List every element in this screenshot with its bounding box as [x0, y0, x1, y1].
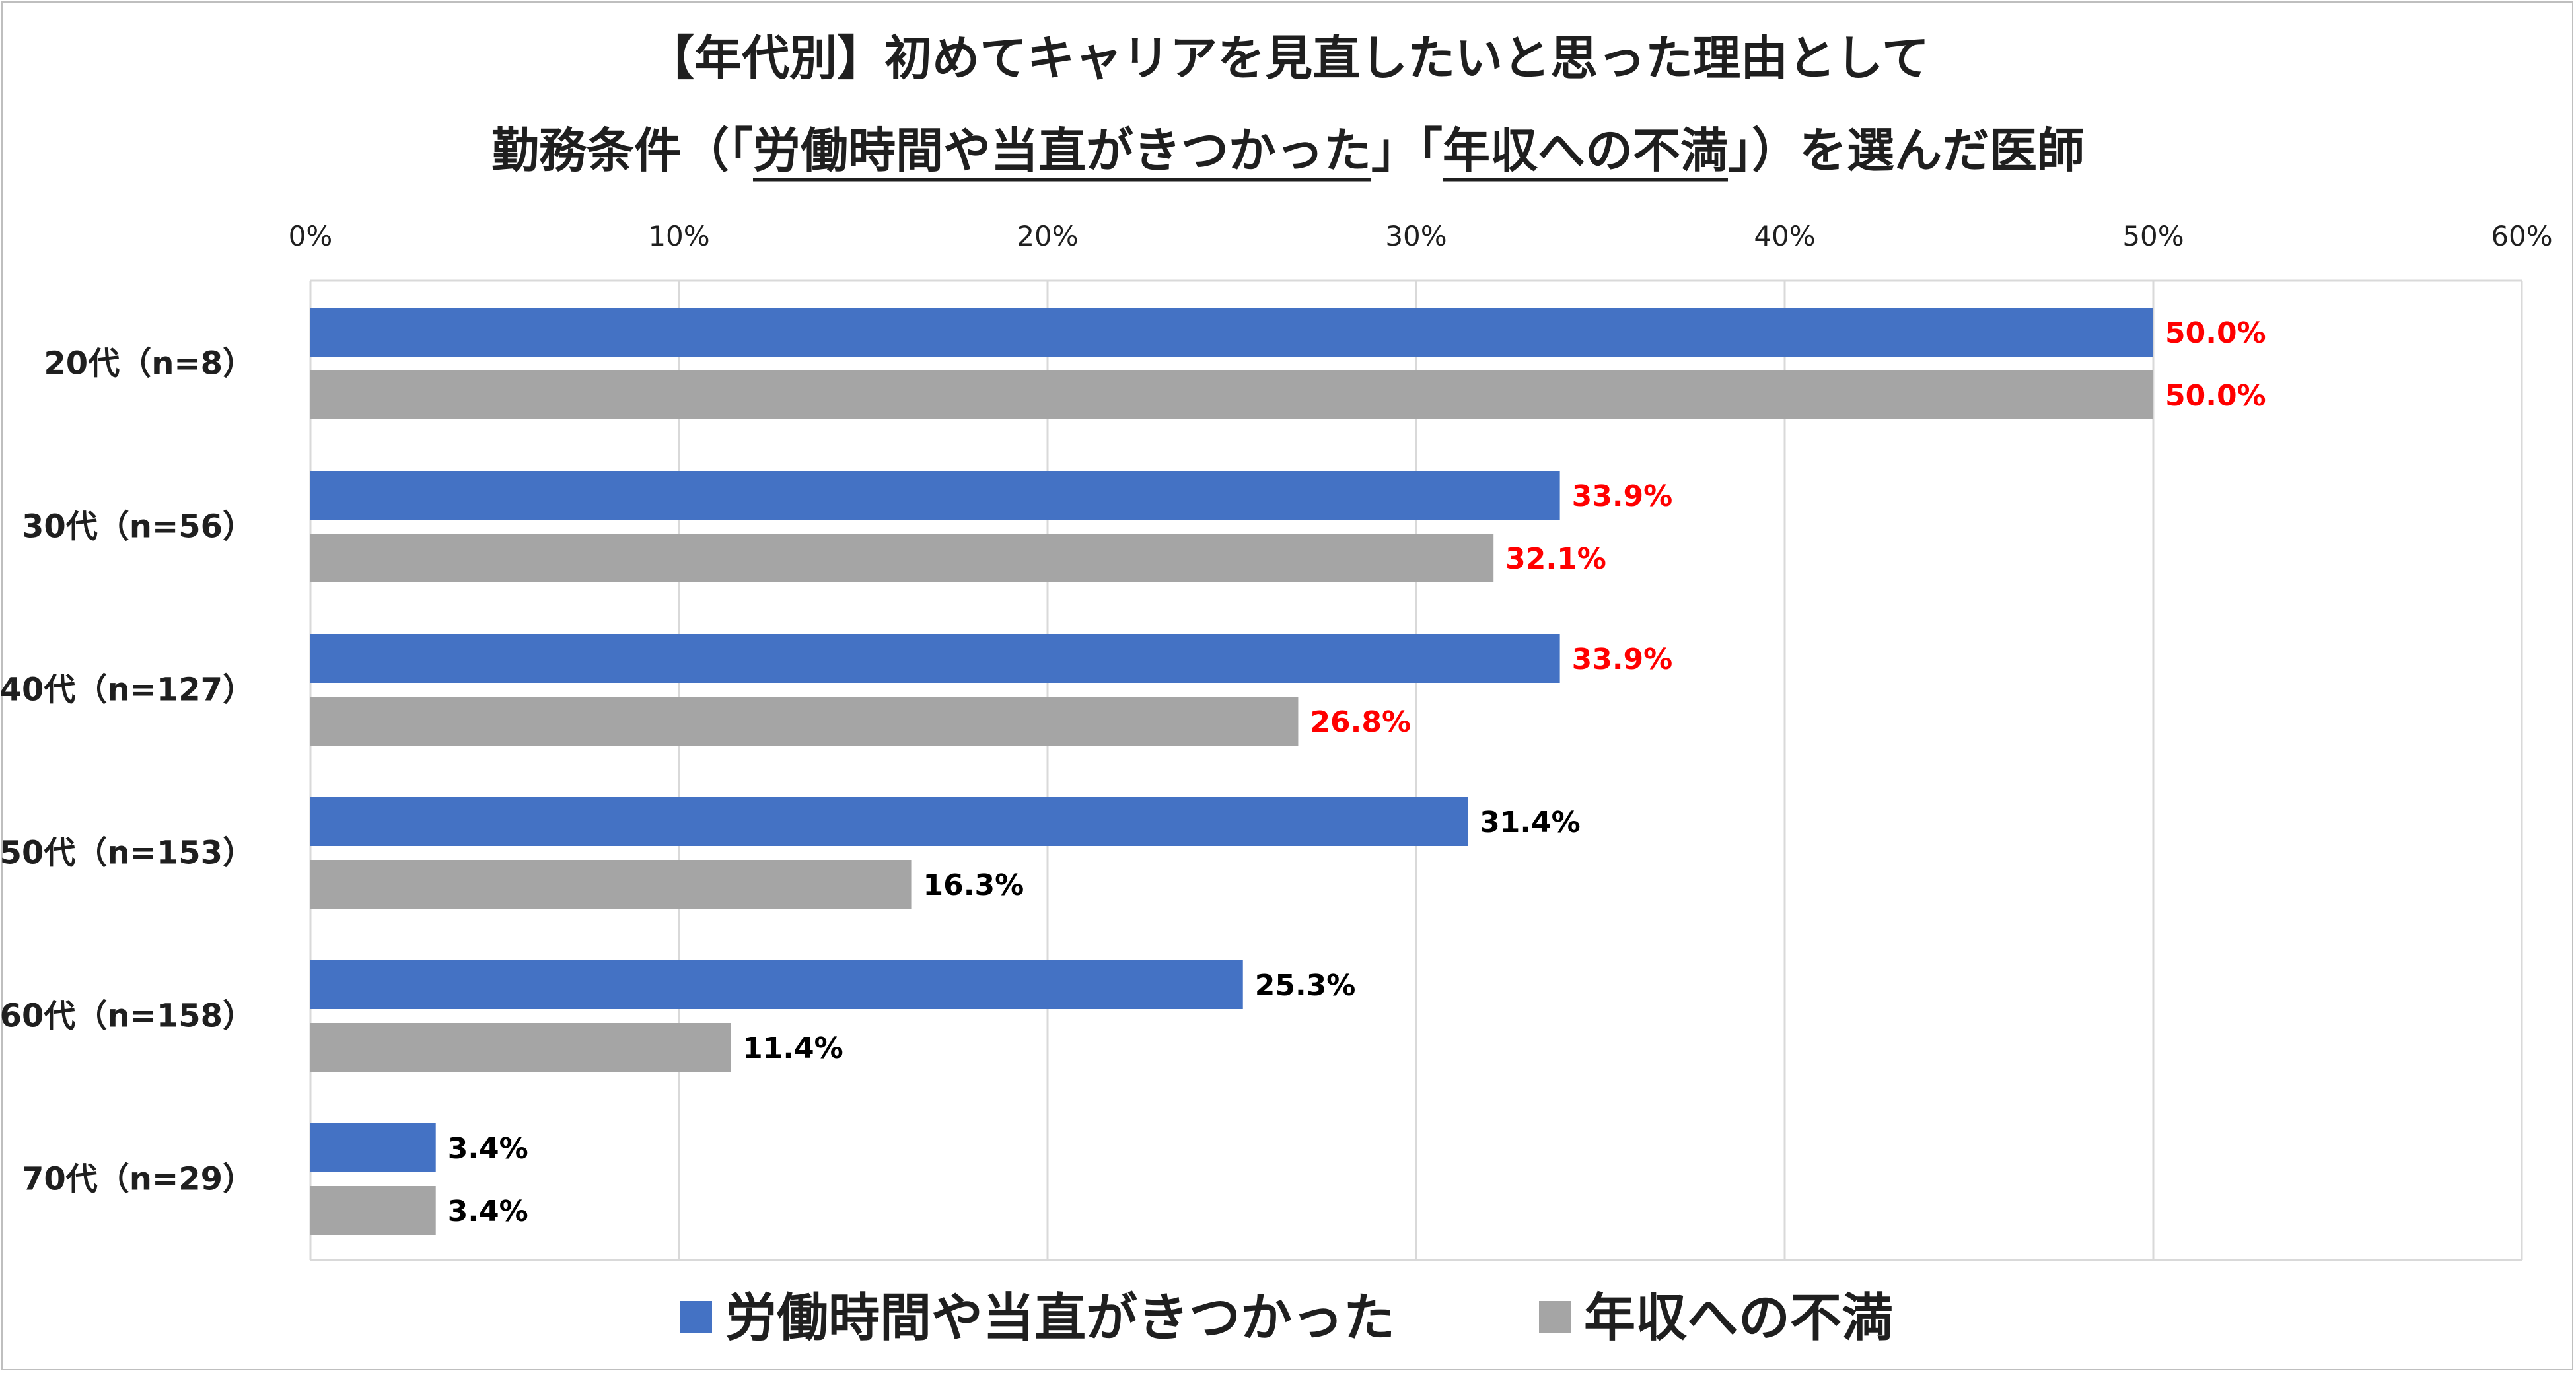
bar-series-2 [310, 370, 2153, 419]
data-label: 16.3% [923, 868, 1024, 902]
bar-series-1 [310, 471, 1560, 520]
bar-series-1 [310, 1123, 436, 1172]
data-label: 33.9% [1572, 643, 1673, 676]
data-label: 32.1% [1505, 542, 1606, 576]
x-tick-label: 40% [1754, 220, 1815, 252]
x-tick-label: 30% [1385, 220, 1447, 252]
x-tick-label: 10% [648, 220, 709, 252]
bar-series-1 [310, 960, 1243, 1009]
category-label: 60代（n=158） [0, 998, 254, 1035]
category-label: 70代（n=29） [22, 1161, 254, 1198]
legend-swatch [1539, 1301, 1571, 1333]
data-label: 50.0% [2165, 316, 2266, 350]
bar-series-1 [310, 634, 1560, 683]
bar-series-1 [310, 797, 1468, 846]
data-label: 50.0% [2165, 379, 2266, 413]
category-labels: 20代（n=8） 30代（n=56） 40代（n=127） 50代（n=153） 60代… [0, 345, 254, 1198]
category-label: 30代（n=56） [22, 509, 254, 546]
data-label: 26.8% [1310, 705, 1411, 739]
x-axis-ticks: 0% 10% 20% 30% 40% 50% 60% [289, 220, 2553, 252]
grid-lines [309, 279, 2523, 1261]
bar-series-2 [310, 860, 912, 909]
data-label: 33.9% [1572, 479, 1673, 513]
data-label: 3.4% [448, 1195, 528, 1228]
chart-title-line-1: 【年代別】初めてキャリアを見直したいと思った理由として [647, 30, 1929, 86]
bar-series-2 [310, 1023, 731, 1072]
data-labels: 50.0% 50.0% 33.9% 32.1% 33.9% 26.8% 31.4% 16.3%… [448, 316, 2266, 1228]
bar-series-2 [310, 534, 1494, 582]
category-label: 50代（n=153） [0, 835, 254, 872]
bar-series-2 [310, 1186, 436, 1235]
chart-title-line-2: 勤務条件（「労働時間や当直がきつかった」「年収への不満」）を選んだ医師 [491, 123, 2085, 178]
bars [310, 308, 2153, 1235]
x-tick-label: 50% [2122, 220, 2184, 252]
legend-swatch [680, 1301, 712, 1333]
data-label: 11.4% [742, 1032, 843, 1065]
data-label: 25.3% [1255, 969, 1356, 1003]
category-label: 40代（n=127） [0, 672, 254, 709]
legend-label: 年収への不満 [1584, 1288, 1893, 1348]
category-label: 20代（n=8） [44, 345, 254, 382]
x-tick-label: 0% [289, 220, 333, 252]
data-label: 31.4% [1480, 806, 1581, 839]
x-tick-label: 20% [1017, 220, 1078, 252]
x-tick-label: 60% [2491, 220, 2552, 252]
bar-series-1 [310, 308, 2153, 357]
legend: 労働時間や当直がきつかった 年収への不満 [680, 1288, 1893, 1348]
bar-series-2 [310, 697, 1299, 746]
data-label: 3.4% [448, 1132, 528, 1166]
legend-label: 労働時間や当直がきつかった [725, 1288, 1395, 1348]
